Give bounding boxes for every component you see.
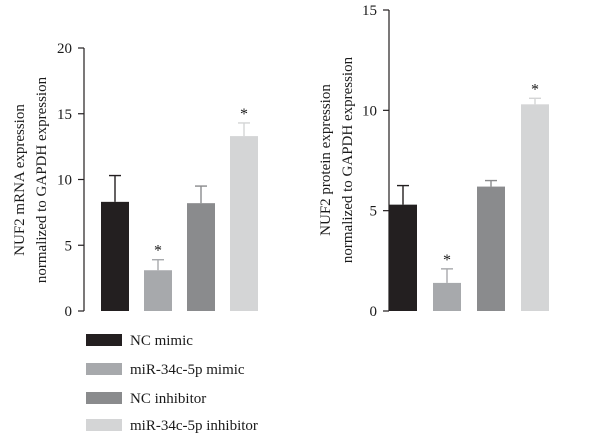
- protein-ylabel-line2: normalized to GAPDH expression: [340, 56, 356, 263]
- protein-significance-1: *: [443, 252, 451, 269]
- protein-bar-1: [433, 282, 461, 311]
- protein-ytick-label-3: 15: [362, 3, 377, 19]
- protein-ytick-label-0: 0: [370, 304, 378, 320]
- protein-bar-2: [477, 186, 505, 311]
- mrna-bar-3: [230, 136, 258, 311]
- legend-swatch-mir-mimic: [86, 363, 122, 375]
- mrna-ylabel-line1: NUF2 mRNA expression: [12, 104, 28, 256]
- mrna-ylabel-line2: normalized to GAPDH expression: [34, 76, 50, 283]
- mrna-bar-2: [187, 203, 215, 311]
- mrna-ytick-label-0: 0: [65, 304, 73, 320]
- protein-bar-3: [521, 104, 549, 312]
- mrna-bar-0: [101, 201, 129, 311]
- mrna-significance-1: *: [154, 243, 162, 260]
- protein-ytick-label-1: 5: [370, 204, 378, 220]
- mrna-ytick-label-2: 10: [57, 173, 72, 189]
- protein-bar-0: [389, 204, 417, 311]
- legend-swatch-nc-inhibitor: [86, 392, 122, 404]
- protein-chart: NUF2 protein expression normalized to GA…: [318, 3, 549, 320]
- legend-label-nc-inhibitor: NC inhibitor: [130, 391, 206, 407]
- mrna-ytick-label-3: 15: [57, 107, 72, 123]
- protein-ylabel-line1: NUF2 protein expression: [318, 84, 334, 236]
- mrna-significance-3: *: [240, 106, 248, 123]
- legend-label-nc-mimic: NC mimic: [130, 333, 193, 349]
- legend-swatch-mir-inhibitor: [86, 419, 122, 431]
- legend-swatch-nc-mimic: [86, 334, 122, 346]
- protein-ytick-label-2: 10: [362, 103, 377, 119]
- legend-label-mir-mimic: miR-34c-5p mimic: [130, 362, 245, 378]
- mrna-ytick-label-4: 20: [57, 41, 72, 57]
- legend-label-mir-inhibitor: miR-34c-5p inhibitor: [130, 418, 258, 434]
- protein-significance-3: *: [531, 81, 539, 98]
- legend: NC mimic miR-34c-5p mimic NC inhibitor m…: [86, 333, 258, 434]
- mrna-chart: NUF2 mRNA expression normalized to GAPDH…: [12, 41, 258, 320]
- mrna-bar-1: [144, 270, 172, 311]
- mrna-ytick-label-1: 5: [65, 238, 73, 254]
